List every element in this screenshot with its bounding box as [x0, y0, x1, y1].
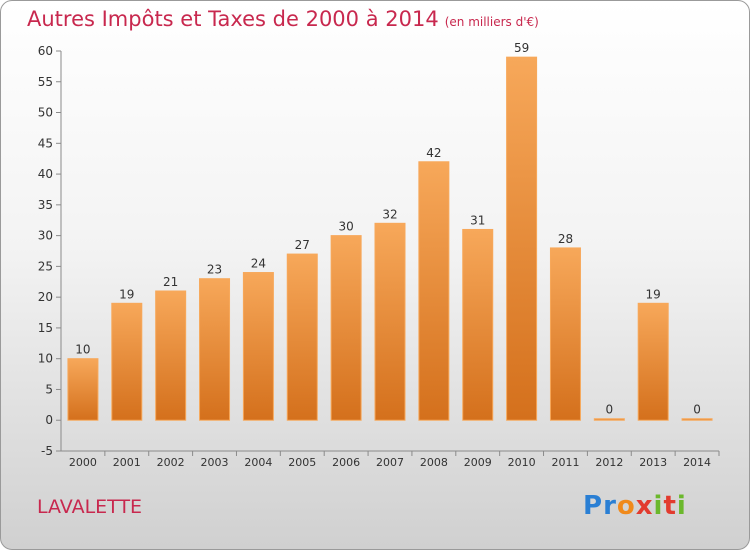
bar: [155, 290, 187, 421]
logo-letter: r: [603, 491, 617, 521]
x-tick-label: 2000: [69, 456, 97, 469]
data-label: 19: [646, 287, 661, 301]
proxiti-logo: Proxiti: [583, 491, 687, 521]
x-tick-label: 2003: [201, 456, 229, 469]
bar: [286, 253, 318, 421]
data-label: 59: [514, 41, 529, 55]
data-label: 42: [426, 146, 441, 160]
data-label: 30: [338, 220, 353, 234]
data-label: 21: [163, 275, 178, 289]
data-label: 31: [470, 213, 485, 227]
data-label: 32: [382, 207, 397, 221]
logo-letter: i: [676, 491, 687, 521]
y-tick-label: 5: [45, 382, 53, 396]
bar: [330, 235, 362, 421]
y-tick-label: 60: [38, 44, 53, 58]
data-label: 28: [558, 232, 573, 246]
x-tick-label: 2006: [332, 456, 360, 469]
y-tick-label: 55: [38, 75, 53, 89]
bar: [199, 278, 231, 421]
bar: [593, 418, 625, 421]
data-label: 24: [251, 257, 266, 271]
bar: [681, 418, 713, 421]
data-label: 0: [693, 403, 701, 417]
place-name: LAVALETTE: [37, 496, 143, 518]
data-label: 27: [295, 238, 310, 252]
bar: [242, 272, 274, 421]
logo-letter: P: [583, 491, 604, 521]
bar: [549, 247, 581, 421]
bar: [462, 228, 494, 421]
x-tick-label: 2004: [244, 456, 272, 469]
y-tick-label: 35: [38, 198, 53, 212]
bar: [111, 302, 143, 421]
data-label: 0: [606, 403, 614, 417]
bar: [67, 358, 99, 421]
x-tick-label: 2008: [420, 456, 448, 469]
logo-letter: x: [635, 491, 654, 521]
logo-letter: o: [616, 491, 636, 521]
chart-subtitle: (en milliers d'€): [444, 15, 539, 29]
y-tick-label: 10: [38, 352, 53, 366]
data-label: 19: [119, 287, 134, 301]
x-tick-label: 2007: [376, 456, 404, 469]
x-tick-label: 2009: [464, 456, 492, 469]
y-tick-label: 25: [38, 259, 53, 273]
y-tick-label: 50: [38, 106, 53, 120]
chart-title: Autres Impôts et Taxes de 2000 à 2014 (en…: [27, 7, 539, 31]
y-tick-label: 40: [38, 167, 53, 181]
x-tick-label: 2002: [157, 456, 185, 469]
data-label: 10: [75, 343, 90, 357]
x-tick-label: 2001: [113, 456, 141, 469]
data-label: 23: [207, 263, 222, 277]
y-tick-label: 45: [38, 136, 53, 150]
x-tick-label: 2014: [683, 456, 711, 469]
x-tick-label: 2005: [288, 456, 316, 469]
bar: [418, 161, 450, 421]
y-tick-label: 0: [45, 413, 53, 427]
bar: [506, 56, 538, 421]
y-tick-label: 15: [38, 321, 53, 335]
x-tick-label: 2010: [508, 456, 536, 469]
bar: [637, 302, 669, 421]
y-tick-label: 30: [38, 229, 53, 243]
bar: [374, 222, 406, 421]
x-tick-label: 2013: [639, 456, 667, 469]
y-tick-label: 20: [38, 290, 53, 304]
x-tick-label: 2012: [595, 456, 623, 469]
x-tick-label: 2011: [551, 456, 579, 469]
logo-letter: t: [663, 491, 677, 521]
logo-letter: i: [653, 491, 664, 521]
y-tick-label: -5: [41, 444, 53, 458]
